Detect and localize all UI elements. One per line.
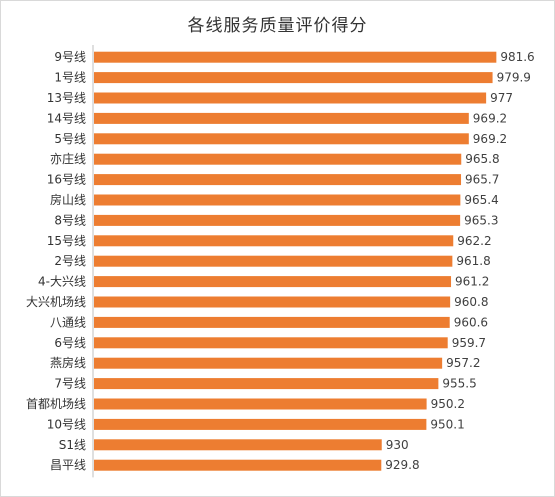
data-label: 969.2 [473, 132, 507, 146]
data-label: 960.6 [454, 315, 488, 329]
category-label: 10号线 [47, 417, 86, 431]
data-label: 965.4 [464, 193, 498, 207]
category-label: 4-大兴线 [38, 275, 86, 289]
bar [94, 174, 462, 186]
bar [94, 459, 382, 471]
chart-title: 各线服务质量评价得分 [187, 16, 368, 36]
bar [94, 337, 448, 349]
bar [94, 51, 497, 63]
category-label: 八通线 [50, 315, 86, 329]
data-label: 979.9 [497, 71, 531, 85]
bar [94, 214, 461, 226]
category-label: 大兴机场线 [26, 295, 86, 309]
bar [94, 92, 487, 104]
data-label: 961.8 [456, 254, 490, 268]
category-label: 9号线 [54, 50, 86, 64]
category-label: 1号线 [54, 71, 86, 85]
category-label: 首都机场线 [26, 397, 86, 411]
bar [94, 439, 382, 451]
bar [94, 255, 453, 267]
bar [94, 276, 452, 288]
bar [94, 72, 493, 84]
data-label: 950.2 [431, 397, 465, 411]
data-label: 961.2 [455, 275, 489, 289]
data-label: 962.2 [457, 234, 491, 248]
category-label: 6号线 [54, 336, 86, 350]
bar [94, 296, 451, 308]
bar [94, 378, 439, 390]
bar [94, 398, 427, 410]
bar [94, 112, 469, 124]
category-label: 15号线 [47, 234, 86, 248]
data-label: 957.2 [446, 356, 480, 370]
category-label: 14号线 [47, 111, 86, 125]
category-label: 7号线 [54, 377, 86, 391]
data-label: 969.2 [473, 111, 507, 125]
category-label: 2号线 [54, 254, 86, 268]
data-label: 981.6 [500, 50, 534, 64]
data-label: 965.7 [465, 173, 499, 187]
data-label: 930 [386, 438, 409, 452]
bar [94, 316, 450, 328]
bar [94, 418, 427, 430]
category-label: 亦庄线 [50, 151, 86, 166]
category-label: 8号线 [54, 213, 86, 227]
category-label: 燕房线 [50, 355, 86, 370]
data-label: 955.5 [442, 377, 476, 391]
bar [94, 133, 469, 145]
bar [94, 357, 443, 369]
data-label: 965.8 [465, 152, 499, 166]
category-label: 昌平线 [50, 458, 86, 472]
data-label: 977 [490, 91, 513, 105]
data-label: 965.3 [464, 213, 498, 227]
category-label: 13号线 [47, 91, 86, 105]
category-label: S1线 [59, 438, 86, 452]
data-label: 960.8 [454, 295, 488, 309]
data-label: 929.8 [385, 458, 419, 472]
bar [94, 194, 461, 206]
category-label: 16号线 [47, 173, 86, 187]
bar [94, 235, 454, 247]
category-label: 5号线 [54, 132, 86, 146]
category-label: 房山线 [50, 192, 86, 207]
data-label: 950.1 [430, 417, 464, 431]
bar [94, 153, 462, 165]
data-label: 959.7 [452, 336, 486, 350]
